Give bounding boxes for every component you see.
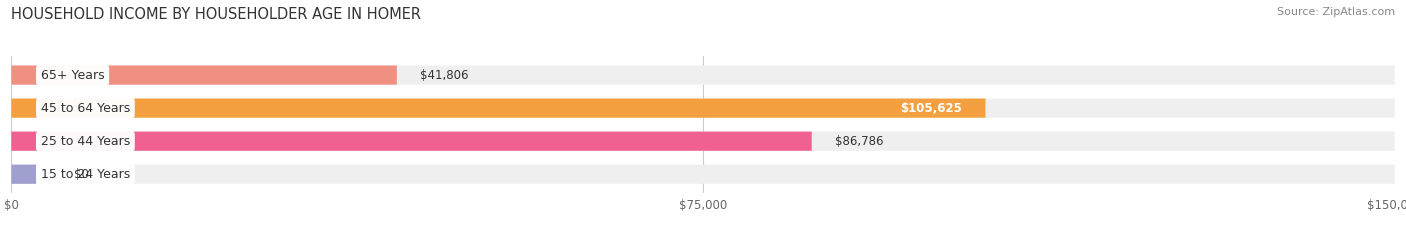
Text: 65+ Years: 65+ Years [41, 69, 104, 82]
Text: 45 to 64 Years: 45 to 64 Years [41, 102, 129, 115]
FancyBboxPatch shape [11, 99, 986, 118]
Text: HOUSEHOLD INCOME BY HOUSEHOLDER AGE IN HOMER: HOUSEHOLD INCOME BY HOUSEHOLDER AGE IN H… [11, 7, 422, 22]
Text: 15 to 24 Years: 15 to 24 Years [41, 168, 129, 181]
Text: $0: $0 [73, 168, 89, 181]
Text: Source: ZipAtlas.com: Source: ZipAtlas.com [1277, 7, 1395, 17]
Text: 25 to 44 Years: 25 to 44 Years [41, 135, 129, 148]
FancyBboxPatch shape [11, 65, 1395, 85]
FancyBboxPatch shape [11, 99, 1395, 118]
Text: $105,625: $105,625 [900, 102, 963, 115]
FancyBboxPatch shape [11, 132, 811, 151]
FancyBboxPatch shape [11, 165, 37, 184]
Text: $41,806: $41,806 [420, 69, 468, 82]
FancyBboxPatch shape [11, 132, 1395, 151]
FancyBboxPatch shape [11, 65, 396, 85]
FancyBboxPatch shape [11, 165, 1395, 184]
Text: $86,786: $86,786 [835, 135, 883, 148]
